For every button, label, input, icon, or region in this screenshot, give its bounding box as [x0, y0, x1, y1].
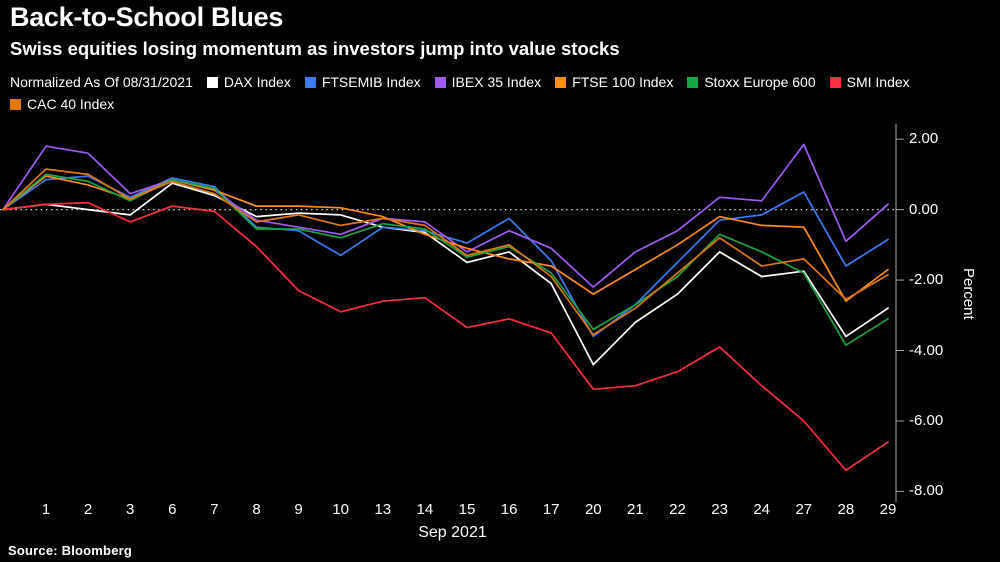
x-axis-tick-label: 2: [83, 501, 93, 518]
legend-item: FTSE 100 Index: [555, 74, 673, 91]
chart-subtitle: Swiss equities losing momentum as invest…: [10, 38, 620, 59]
legend-item: IBEX 35 Index: [434, 74, 542, 91]
x-axis-tick-label: 10: [332, 501, 350, 518]
legend-item-label: DAX Index: [223, 74, 291, 90]
x-axis-tick-label: 14: [416, 501, 434, 518]
legend-swatch-icon: [687, 77, 699, 88]
legend-swatch-icon: [434, 77, 446, 88]
x-axis-tick-label: 15: [458, 501, 476, 518]
x-axis-tick-label: 23: [711, 501, 728, 518]
legend-item-label: IBEX 35 Index: [451, 74, 542, 90]
x-axis-tick-label: 20: [584, 501, 602, 518]
x-axis-tick-label: 28: [837, 501, 855, 518]
series-line-cac-40-index: [2, 168, 889, 336]
legend-item-label: SMI Index: [846, 74, 910, 90]
x-axis-tick-label: 13: [374, 501, 392, 518]
x-axis-tick-label: 22: [669, 501, 686, 518]
line-chart: [0, 124, 904, 502]
chart-title: Back-to-School Blues: [10, 2, 284, 32]
y-axis-tick-label: -2.00: [909, 271, 944, 289]
x-axis-tick-label: 9: [294, 501, 303, 518]
x-axis-tick-label: 29: [879, 501, 897, 518]
x-axis-tick-label: 7: [210, 501, 219, 518]
x-axis-tick-label: 6: [168, 501, 177, 518]
legend-item-label: FTSE 100 Index: [572, 74, 674, 90]
x-axis-tick-label: 8: [252, 501, 261, 518]
legend-swatch-icon: [206, 77, 218, 88]
legend-swatch-icon: [10, 99, 21, 110]
legend-item-label: Stoxx Europe 600: [704, 74, 816, 90]
y-axis-tick-label: -8.00: [909, 482, 944, 500]
legend-item: SMI Index: [829, 74, 910, 91]
legend-item: FTSEMIB Index: [304, 74, 421, 91]
y-axis-tick-label: 2.00: [909, 130, 939, 148]
legend: Normalized As Of 08/31/2021 DAX Index FTS…: [10, 74, 965, 113]
x-axis-tick-label: 17: [542, 501, 560, 518]
series-line-dax-index: [2, 182, 889, 366]
series-line-ibex-35-index: [2, 143, 889, 288]
legend-item: Stoxx Europe 600: [687, 74, 816, 91]
x-axis-tick-label: 3: [126, 501, 135, 518]
legend-item-label: FTSEMIB Index: [321, 74, 421, 90]
legend-item: DAX Index: [206, 74, 291, 91]
x-axis-title: Sep 2021: [418, 524, 487, 541]
x-axis-tick-label: 16: [500, 501, 518, 518]
y-axis-tick-label: -4.00: [909, 341, 944, 359]
y-axis-tick-label: -6.00: [909, 411, 944, 429]
y-axis-title: Percent: [960, 268, 977, 320]
y-axis-tick-label: 0.00: [909, 200, 939, 218]
legend-item-label: CAC 40 Index: [27, 96, 115, 112]
x-axis-tick-label: 1: [41, 501, 51, 518]
series-line-smi-index: [2, 201, 889, 472]
source-note: Source: Bloomberg: [8, 543, 133, 558]
legend-swatch-icon: [304, 77, 316, 88]
legend-swatch-icon: [829, 77, 841, 88]
x-axis-tick-label: 24: [753, 501, 771, 518]
legend-normalized-note: Normalized As Of 08/31/2021: [10, 74, 193, 90]
legend-item: CAC 40 Index: [10, 96, 114, 113]
legend-swatch-icon: [555, 77, 567, 88]
x-axis-tick-label: 21: [627, 501, 644, 518]
x-axis-tick-label: 27: [795, 501, 813, 518]
